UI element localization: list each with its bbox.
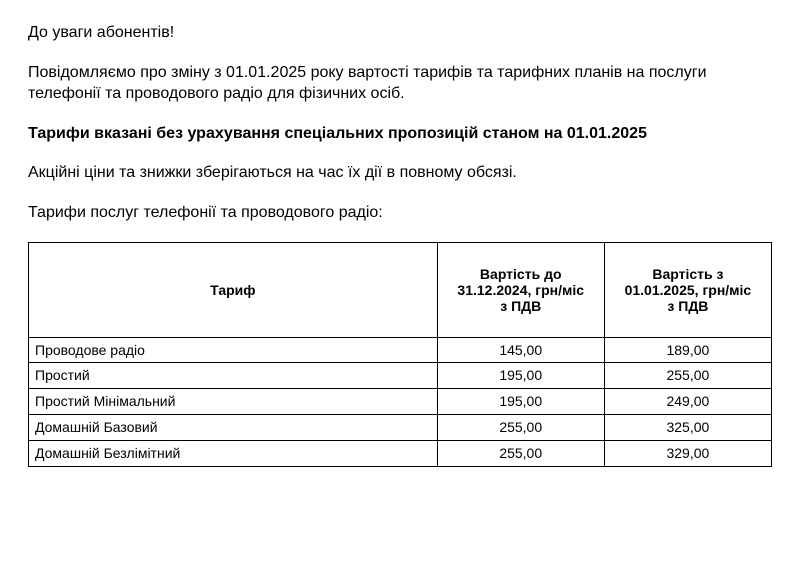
paragraph-tariff-note: Тарифи вказані без урахування спеціальни… [28, 123, 772, 145]
cell-price-before: 255,00 [437, 440, 604, 466]
heading-text: До уваги абонентів! [28, 22, 772, 44]
table-row: Простий 195,00 255,00 [29, 363, 772, 389]
cell-tariff-name: Простий [29, 363, 438, 389]
cell-tariff-name: Проводове радіо [29, 337, 438, 363]
cell-price-after: 189,00 [604, 337, 771, 363]
paragraph-promo: Акційні ціни та знижки зберігаються на ч… [28, 162, 772, 184]
cell-price-after: 255,00 [604, 363, 771, 389]
cell-price-before: 145,00 [437, 337, 604, 363]
header-price-after: Вартість з 01.01.2025, грн/міс з ПДВ [604, 242, 771, 337]
header-tariff: Тариф [29, 242, 438, 337]
table-header-row: Тариф Вартість до 31.12.2024, грн/міс з … [29, 242, 772, 337]
table-row: Проводове радіо 145,00 189,00 [29, 337, 772, 363]
header-price-before: Вартість до 31.12.2024, грн/міс з ПДВ [437, 242, 604, 337]
cell-tariff-name: Домашній Базовий [29, 414, 438, 440]
tariff-table: Тариф Вартість до 31.12.2024, грн/міс з … [28, 242, 772, 467]
cell-tariff-name: Простий Мінімальний [29, 389, 438, 415]
table-row: Домашній Базовий 255,00 325,00 [29, 414, 772, 440]
cell-price-before: 195,00 [437, 389, 604, 415]
cell-price-after: 325,00 [604, 414, 771, 440]
cell-price-after: 249,00 [604, 389, 771, 415]
cell-price-before: 255,00 [437, 414, 604, 440]
table-row: Простий Мінімальний 195,00 249,00 [29, 389, 772, 415]
paragraph-table-intro: Тарифи послуг телефонії та проводового р… [28, 202, 772, 224]
table-row: Домашній Безлімітний 255,00 329,00 [29, 440, 772, 466]
paragraph-notice: Повідомляємо про зміну з 01.01.2025 року… [28, 62, 772, 105]
cell-price-before: 195,00 [437, 363, 604, 389]
cell-tariff-name: Домашній Безлімітний [29, 440, 438, 466]
cell-price-after: 329,00 [604, 440, 771, 466]
